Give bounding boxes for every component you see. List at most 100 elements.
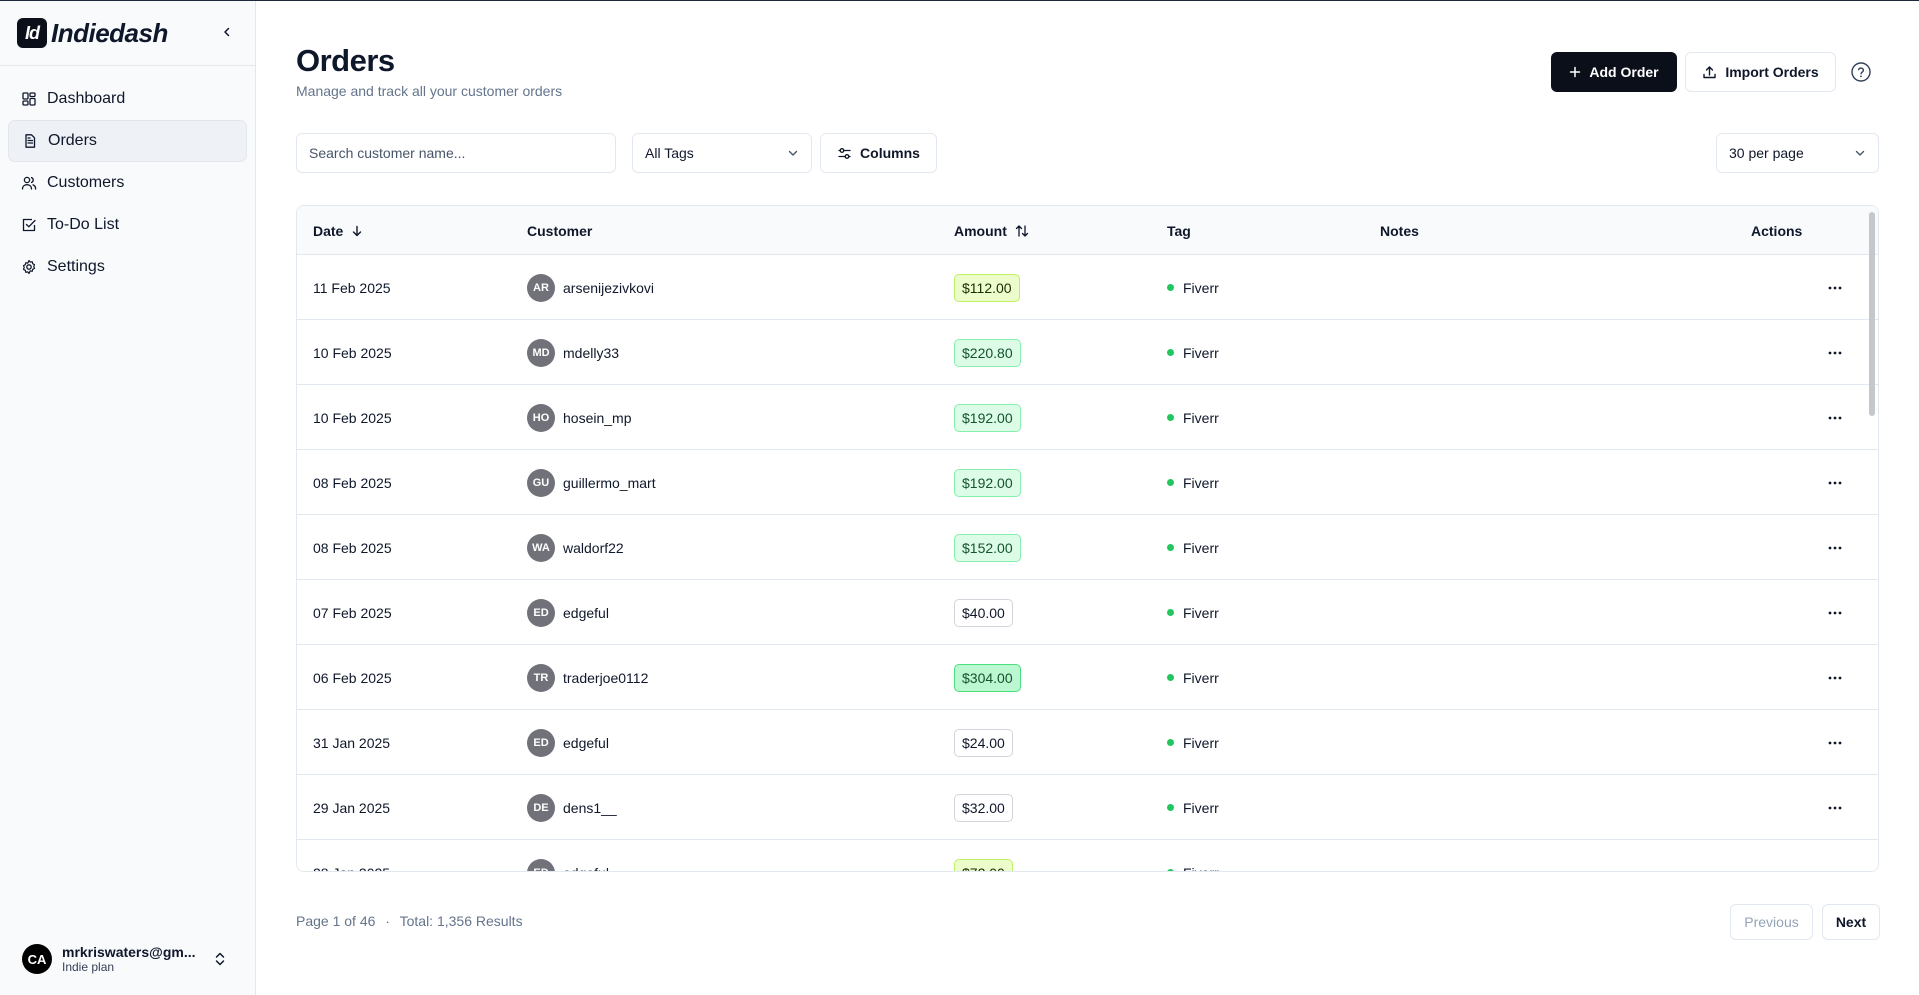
previous-page-button[interactable]: Previous — [1730, 904, 1813, 940]
table-header: Date Customer Amount Tag Notes Actions — [297, 206, 1878, 255]
next-page-button[interactable]: Next — [1822, 904, 1880, 940]
table-row[interactable]: 08 Feb 2025 GU guillermo_mart $192.00 Fi… — [297, 450, 1878, 515]
tag-dot-icon — [1167, 674, 1174, 681]
sidebar-item-label: Dashboard — [47, 90, 126, 107]
import-orders-label: Import Orders — [1725, 64, 1819, 80]
column-header-label: Customer — [527, 222, 593, 239]
sidebar-item-label: Orders — [48, 132, 97, 149]
avatar: AR — [527, 273, 555, 302]
scrollbar-thumb[interactable] — [1869, 212, 1875, 416]
per-page-select[interactable]: 30 per page — [1716, 133, 1879, 173]
customer-name: edgeful — [563, 734, 609, 751]
table-row[interactable]: 10 Feb 2025 HO hosein_mp $192.00 Fiverr — [297, 385, 1878, 450]
tag-label: Fiverr — [1183, 474, 1219, 491]
more-horizontal-icon — [1828, 741, 1842, 744]
more-horizontal-icon — [1828, 806, 1842, 809]
import-orders-button[interactable]: Import Orders — [1685, 52, 1836, 92]
row-actions — [1825, 775, 1845, 840]
table-body: 11 Feb 2025 AR arsenijezivkovi $112.00 F… — [297, 255, 1878, 872]
avatar: HO — [527, 403, 555, 432]
columns-button[interactable]: Columns — [820, 133, 937, 173]
arrow-down-icon[interactable] — [351, 225, 363, 237]
more-actions-button[interactable] — [1825, 538, 1845, 558]
add-order-label: Add Order — [1589, 64, 1659, 80]
sidebar-item-dashboard[interactable]: Dashboard — [8, 78, 247, 120]
table-row[interactable]: 11 Feb 2025 AR arsenijezivkovi $112.00 F… — [297, 255, 1878, 320]
customer-name: arsenijezivkovi — [563, 279, 655, 296]
more-actions-button[interactable] — [1825, 863, 1845, 872]
more-actions-button[interactable] — [1825, 668, 1845, 688]
sidebar-item-settings[interactable]: Settings — [8, 246, 247, 288]
brand-name[interactable]: Indiedash — [51, 17, 168, 48]
table-row[interactable]: 07 Feb 2025 ED edgeful $40.00 Fiverr — [297, 580, 1878, 645]
per-page-value: 30 per page — [1729, 145, 1804, 161]
tag-label: Fiverr — [1183, 344, 1219, 361]
amount-cell: $220.80 — [954, 320, 1021, 385]
tag-cell: Fiverr — [1167, 450, 1219, 515]
table-row[interactable]: 28 Jan 2025 ED edgeful $72.00 Fiverr — [297, 840, 1878, 872]
orders-table: Date Customer Amount Tag Notes Actions 1… — [296, 205, 1879, 872]
chevron-up-down-icon[interactable] — [212, 950, 228, 968]
more-actions-button[interactable] — [1825, 408, 1845, 428]
more-actions-button[interactable] — [1825, 278, 1845, 298]
avatar: TR — [527, 663, 555, 692]
customer-name: hosein_mp — [563, 409, 632, 426]
column-header-label: Notes — [1380, 222, 1419, 239]
table-scrollbar[interactable] — [1866, 208, 1876, 870]
order-date: 10 Feb 2025 — [313, 344, 392, 361]
tag-dot-icon — [1167, 869, 1174, 871]
sort-icon[interactable] — [1015, 224, 1029, 238]
customer-name: edgeful — [563, 865, 609, 872]
table-row[interactable]: 06 Feb 2025 TR traderjoe0112 $304.00 Fiv… — [297, 645, 1878, 710]
table-row[interactable]: 10 Feb 2025 MD mdelly33 $220.80 Fiverr — [297, 320, 1878, 385]
more-actions-button[interactable] — [1825, 603, 1845, 623]
search-input[interactable] — [296, 133, 616, 173]
page-title: Orders — [296, 43, 395, 78]
amount-badge: $32.00 — [954, 793, 1013, 822]
more-actions-button[interactable] — [1825, 798, 1845, 818]
tag-cell: Fiverr — [1167, 645, 1219, 710]
avatar: ED — [527, 728, 555, 757]
table-row[interactable]: 31 Jan 2025 ED edgeful $24.00 Fiverr — [297, 710, 1878, 775]
more-horizontal-icon — [1828, 611, 1842, 614]
tags-select-value: All Tags — [645, 145, 694, 161]
add-order-button[interactable]: Add Order — [1551, 52, 1677, 92]
tags-select[interactable]: All Tags — [632, 133, 812, 173]
order-date: 11 Feb 2025 — [313, 279, 391, 296]
order-date: 08 Feb 2025 — [313, 474, 392, 491]
sidebar-item-todo-list[interactable]: To-Do List — [8, 204, 247, 246]
row-actions — [1825, 580, 1845, 645]
column-header-amount[interactable]: Amount — [954, 206, 1029, 255]
tag-dot-icon — [1167, 544, 1174, 551]
column-header-date[interactable]: Date — [313, 206, 363, 255]
customer-cell: AR arsenijezivkovi — [527, 255, 654, 320]
table-row[interactable]: 29 Jan 2025 DE dens1__ $32.00 Fiverr — [297, 775, 1878, 840]
tag-dot-icon — [1167, 479, 1174, 486]
tag-cell: Fiverr — [1167, 580, 1219, 645]
user-account[interactable]: CA mrkriswaters@gm... Indie plan — [22, 944, 242, 974]
brand-logo[interactable]: Id — [17, 18, 47, 48]
row-actions — [1825, 385, 1845, 450]
sidebar: Id Indiedash Dashboard Orders Customers … — [0, 1, 256, 995]
collapse-sidebar-button[interactable] — [216, 21, 238, 43]
dashboard-icon — [22, 92, 36, 106]
table-row[interactable]: 08 Feb 2025 WA waldorf22 $152.00 Fiverr — [297, 515, 1878, 580]
order-date: 31 Jan 2025 — [313, 734, 391, 751]
amount-cell: $304.00 — [954, 645, 1021, 710]
total-results: Total: 1,356 Results — [399, 913, 523, 929]
sidebar-item-customers[interactable]: Customers — [8, 162, 247, 204]
tag-label: Fiverr — [1183, 604, 1219, 621]
sidebar-item-orders[interactable]: Orders — [8, 120, 247, 162]
order-date: 28 Jan 2025 — [313, 840, 390, 872]
more-horizontal-icon — [1828, 416, 1842, 419]
separator: · — [385, 913, 390, 929]
more-actions-button[interactable] — [1825, 473, 1845, 493]
user-plan: Indie plan — [62, 960, 115, 974]
amount-cell: $40.00 — [954, 580, 1013, 645]
tag-label: Fiverr — [1183, 734, 1219, 751]
more-actions-button[interactable] — [1825, 343, 1845, 363]
brand-header: Id Indiedash — [0, 1, 255, 66]
help-icon[interactable] — [1850, 61, 1872, 83]
more-actions-button[interactable] — [1825, 733, 1845, 753]
customer-name: traderjoe0112 — [563, 669, 649, 686]
